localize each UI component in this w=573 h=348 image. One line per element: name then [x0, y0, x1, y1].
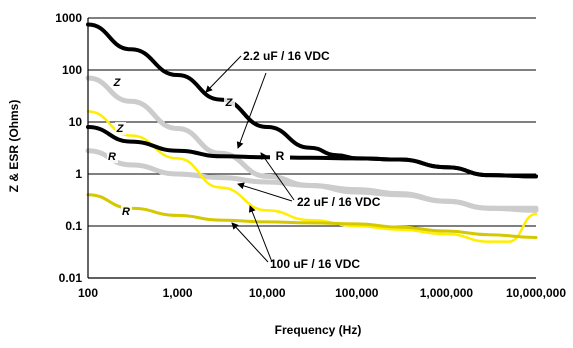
series-line-r-1 [86, 125, 538, 179]
annotation-leaders [205, 55, 295, 263]
curve-letter-bg [107, 150, 118, 163]
curve-letter-labels: Z Z Z R R R [107, 76, 290, 218]
x-tick-label: 1,000,000 [420, 286, 474, 300]
annotation-leader [205, 55, 242, 93]
x-tick-label: 10,000 [249, 286, 286, 300]
y-tick-labels: 1000 100 10 1 0.1 0.01 [55, 11, 82, 285]
x-tick-label: 100,000 [335, 286, 379, 300]
curve-letter-bg [224, 96, 235, 109]
annotation-100uf: 100 uF / 16 VDC [270, 257, 360, 271]
annotation-r: R [276, 149, 285, 163]
y-tick-label: 0.01 [59, 271, 83, 285]
curve-letter: R [108, 151, 116, 163]
y-tick-label: 100 [62, 63, 82, 77]
series-line-r-3 [85, 148, 539, 213]
series-curves [85, 22, 539, 243]
curve-letter-bg [121, 205, 132, 218]
annotation-leader [248, 205, 273, 263]
x-axis-label: Frequency (Hz) [275, 323, 362, 337]
annotation-22uf: 22 uF / 16 VDC [297, 195, 381, 209]
plot-frame [87, 18, 536, 279]
series-line-z-4 [86, 110, 538, 243]
series-line-r-5 [86, 193, 538, 240]
y-tick-label: 10 [69, 115, 83, 129]
curve-letter: R [122, 206, 130, 218]
curve-letter: Z [113, 77, 122, 89]
y-tick-label: 0.1 [65, 219, 82, 233]
annotation-leader [237, 182, 293, 202]
y-axis-label: Z & ESR (Ohms) [7, 100, 21, 193]
r-annotation-bg [270, 148, 290, 163]
y-tick-label: 1 [75, 167, 82, 181]
curve-letter: Z [116, 123, 125, 135]
x-tick-label: 100 [78, 286, 98, 300]
curve-letter-bg [112, 76, 123, 89]
x-tick-label: 1,000 [163, 286, 193, 300]
curve-letter: Z [225, 97, 234, 109]
annotation-leader [260, 152, 295, 201]
annotation-leader [231, 222, 269, 263]
curve-letter-bg [115, 122, 126, 135]
x-tick-labels: 100 1,000 10,000 100,000 1,000,000 10,000,000 [78, 286, 566, 300]
x-tick-label: 10,000,000 [506, 286, 566, 300]
annotation-2-2uf: 2.2 uF / 16 VDC [243, 49, 330, 63]
annotation-leader [236, 72, 267, 149]
y-tick-label: 1000 [55, 11, 82, 25]
